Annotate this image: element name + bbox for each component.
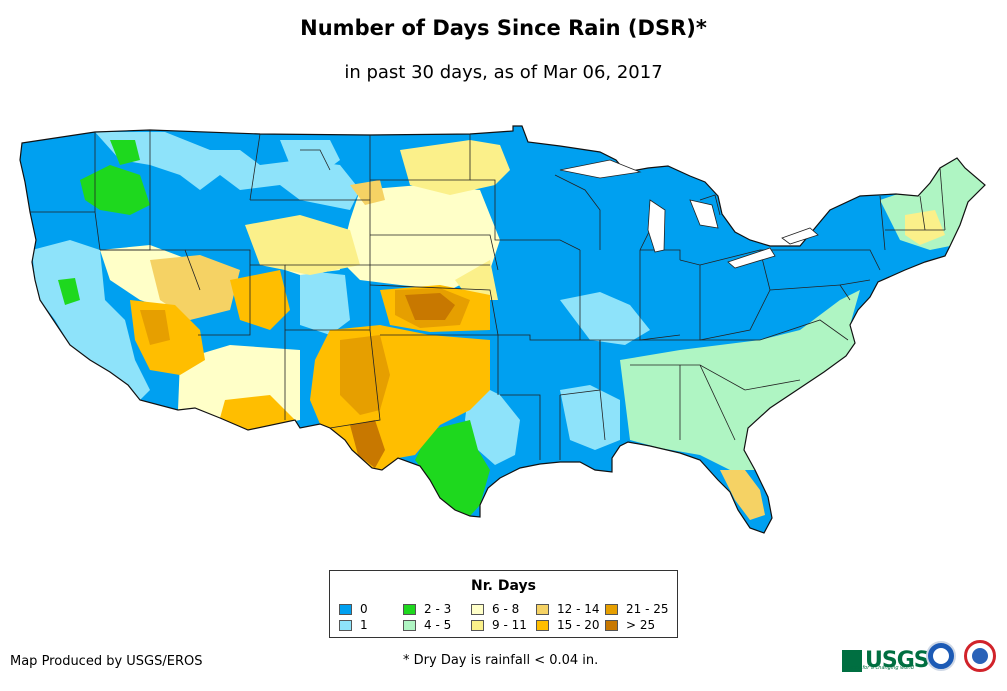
legend-swatch — [339, 619, 352, 631]
legend-label: 2 - 3 — [424, 602, 452, 616]
usgs-wave-icon — [842, 650, 862, 672]
legend-item: 4 - 5 — [403, 618, 451, 632]
legend-label: 15 - 20 — [557, 618, 600, 632]
map-subtitle: in past 30 days, as of Mar 06, 2017 — [344, 62, 663, 83]
legend-swatch — [471, 603, 484, 615]
legend-item: 15 - 20 — [536, 618, 600, 632]
legend: Nr. Days 0 1 2 - 3 4 - 5 6 - 8 9 - 11 12… — [329, 570, 678, 638]
legend-title: Nr. Days — [471, 578, 536, 594]
usgs-tagline: science for a changing world — [842, 665, 914, 671]
legend-label: 6 - 8 — [492, 602, 520, 616]
usgs-logo-text: USGS — [865, 648, 930, 673]
legend-item: 9 - 11 — [471, 618, 527, 632]
legend-swatch — [403, 619, 416, 631]
legend-label: 21 - 25 — [626, 602, 669, 616]
legend-item: 1 — [339, 618, 368, 632]
legend-label: 9 - 11 — [492, 618, 527, 632]
usgs-logo-icon: USGS — [842, 642, 930, 673]
legend-swatch — [403, 603, 416, 615]
map-title: Number of Days Since Rain (DSR)* — [300, 16, 707, 40]
noaa-logo-icon — [926, 641, 956, 671]
legend-swatch — [536, 603, 549, 615]
credit-text: Map Produced by USGS/EROS — [10, 654, 203, 669]
legend-swatch — [471, 619, 484, 631]
dry-day-note: * Dry Day is rainfall < 0.04 in. — [403, 653, 599, 668]
legend-label: 12 - 14 — [557, 602, 600, 616]
legend-label: 4 - 5 — [424, 618, 452, 632]
legend-item: 12 - 14 — [536, 602, 600, 616]
legend-swatch — [605, 619, 618, 631]
legend-item: 6 - 8 — [471, 602, 519, 616]
legend-item: > 25 — [605, 618, 655, 632]
legend-swatch — [536, 619, 549, 631]
legend-label: > 25 — [626, 618, 656, 632]
us-dsr-map — [19, 125, 986, 534]
logo-strip: USGS science for a changing world — [842, 638, 1002, 676]
nws-logo-icon — [964, 640, 996, 672]
legend-label: 0 — [360, 602, 368, 616]
legend-label: 1 — [360, 618, 368, 632]
legend-item: 21 - 25 — [605, 602, 669, 616]
legend-item: 0 — [339, 602, 368, 616]
legend-item: 2 - 3 — [403, 602, 451, 616]
legend-swatch — [339, 603, 352, 615]
legend-swatch — [605, 603, 618, 615]
